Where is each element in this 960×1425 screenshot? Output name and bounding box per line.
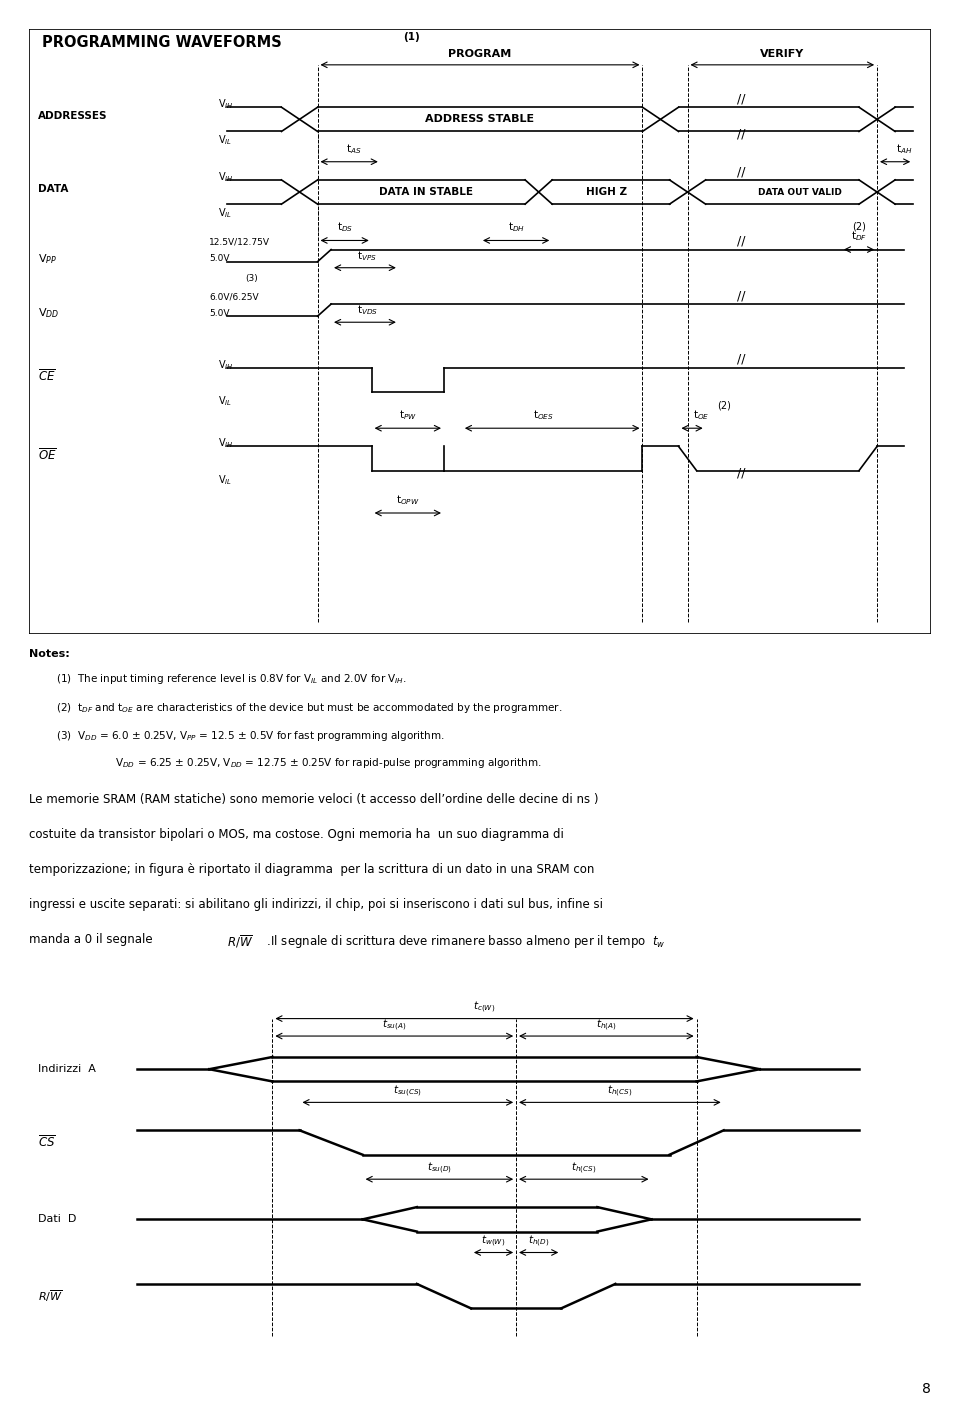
Text: $t_{h(A)}$: $t_{h(A)}$ — [596, 1017, 616, 1033]
Text: $t_{h(CS)}$: $t_{h(CS)}$ — [571, 1160, 596, 1176]
Text: t$_{DH}$: t$_{DH}$ — [508, 221, 524, 234]
Text: //: // — [737, 235, 746, 248]
Text: t$_{OE}$: t$_{OE}$ — [693, 409, 709, 422]
Text: t$_{DF}$: t$_{DF}$ — [851, 229, 867, 244]
Text: $t_{su(A)}$: $t_{su(A)}$ — [382, 1017, 406, 1033]
Text: V$_{IL}$: V$_{IL}$ — [218, 134, 232, 147]
Text: $R/\overline{W}$: $R/\overline{W}$ — [37, 1288, 62, 1304]
Text: V$_{IL}$: V$_{IL}$ — [218, 207, 232, 219]
Text: (3): (3) — [246, 274, 258, 282]
Text: (2): (2) — [717, 400, 731, 410]
Text: Dati  D: Dati D — [37, 1214, 76, 1224]
Text: V$_{IH}$: V$_{IH}$ — [218, 436, 234, 450]
Text: VERIFY: VERIFY — [760, 48, 804, 58]
Text: 5.0V: 5.0V — [209, 255, 229, 264]
Text: ADDRESS STABLE: ADDRESS STABLE — [425, 114, 535, 124]
Text: //: // — [737, 353, 746, 366]
Text: t$_{AS}$: t$_{AS}$ — [346, 142, 361, 155]
Text: //: // — [737, 165, 746, 178]
Text: DATA: DATA — [37, 184, 68, 194]
Text: $\overline{CS}$: $\overline{CS}$ — [37, 1134, 56, 1150]
Text: t$_{DS}$: t$_{DS}$ — [337, 221, 352, 234]
Text: (1): (1) — [403, 31, 420, 41]
Text: ADDRESSES: ADDRESSES — [37, 111, 108, 121]
Text: $t_{h(D)}$: $t_{h(D)}$ — [528, 1234, 549, 1248]
Text: t$_{VDS}$: t$_{VDS}$ — [357, 304, 377, 318]
Text: //: // — [737, 289, 746, 302]
Text: V$_{IH}$: V$_{IH}$ — [218, 170, 234, 184]
Text: Indirizzi  A: Indirizzi A — [37, 1064, 96, 1074]
Text: temporizzazione; in figura è riportato il diagramma  per la scrittura di un dato: temporizzazione; in figura è riportato i… — [29, 864, 594, 876]
Text: (3)  V$_{DD}$ = 6.0 ± 0.25V, V$_{PP}$ = 12.5 ± 0.5V for fast programming algorit: (3) V$_{DD}$ = 6.0 ± 0.25V, V$_{PP}$ = 1… — [56, 730, 444, 744]
Text: $t_{c(W)}$: $t_{c(W)}$ — [473, 1000, 495, 1015]
Text: PROGRAMMING WAVEFORMS: PROGRAMMING WAVEFORMS — [42, 34, 282, 50]
Text: t$_{PW}$: t$_{PW}$ — [398, 409, 417, 422]
Text: (1)  The input timing reference level is 0.8V for V$_{IL}$ and 2.0V for V$_{IH}$: (1) The input timing reference level is … — [56, 671, 407, 685]
Text: V$_{PP}$: V$_{PP}$ — [37, 252, 57, 265]
Text: t$_{AH}$: t$_{AH}$ — [896, 142, 912, 155]
Text: V$_{IL}$: V$_{IL}$ — [218, 395, 232, 408]
Text: $\overline{OE}$: $\overline{OE}$ — [37, 447, 57, 463]
Text: manda a 0 il segnale: manda a 0 il segnale — [29, 933, 160, 946]
Text: V$_{IH}$: V$_{IH}$ — [218, 358, 234, 372]
Text: (2): (2) — [852, 221, 866, 231]
Text: HIGH Z: HIGH Z — [586, 187, 627, 197]
Text: DATA IN STABLE: DATA IN STABLE — [379, 187, 473, 197]
Text: DATA OUT VALID: DATA OUT VALID — [758, 188, 842, 197]
Text: t$_{VPS}$: t$_{VPS}$ — [357, 249, 377, 262]
Text: $R/\overline{W}$: $R/\overline{W}$ — [228, 933, 253, 950]
Text: //: // — [737, 93, 746, 105]
Text: $\overline{CE}$: $\overline{CE}$ — [37, 369, 56, 385]
Text: $t_{su(CS)}$: $t_{su(CS)}$ — [394, 1083, 422, 1099]
Text: V$_{IH}$: V$_{IH}$ — [218, 97, 234, 111]
Text: V$_{DD}$: V$_{DD}$ — [37, 306, 60, 321]
Text: .Il segnale di scrittura deve rimanere basso almeno per il tempo  $t_w$: .Il segnale di scrittura deve rimanere b… — [263, 933, 666, 950]
Text: 6.0V/6.25V: 6.0V/6.25V — [209, 292, 259, 301]
Text: $t_{h(CS)}$: $t_{h(CS)}$ — [607, 1083, 633, 1099]
Text: PROGRAM: PROGRAM — [448, 48, 512, 58]
Text: V$_{DD}$ = 6.25 ± 0.25V, V$_{DD}$ = 12.75 ± 0.25V for rapid-pulse programming al: V$_{DD}$ = 6.25 ± 0.25V, V$_{DD}$ = 12.7… — [92, 755, 541, 770]
Text: Le memorie SRAM (RAM statiche) sono memorie veloci (t accesso dell’ordine delle : Le memorie SRAM (RAM statiche) sono memo… — [29, 792, 598, 807]
Text: V$_{IL}$: V$_{IL}$ — [218, 473, 232, 486]
Text: $t_{su(D)}$: $t_{su(D)}$ — [427, 1160, 452, 1176]
Text: ingressi e uscite separati: si abilitano gli indirizzi, il chip, poi si inserisc: ingressi e uscite separati: si abilitano… — [29, 898, 603, 912]
Text: //: // — [737, 467, 746, 480]
Text: Notes:: Notes: — [29, 650, 69, 660]
Text: //: // — [737, 128, 746, 141]
Text: costuite da transistor bipolari o MOS, ma costose. Ogni memoria ha  un suo diagr: costuite da transistor bipolari o MOS, m… — [29, 828, 564, 841]
Text: 12.5V/12.75V: 12.5V/12.75V — [209, 238, 271, 247]
Text: $t_{w(W)}$: $t_{w(W)}$ — [481, 1234, 506, 1248]
Text: 8: 8 — [923, 1382, 931, 1396]
Text: t$_{OPW}$: t$_{OPW}$ — [396, 493, 420, 507]
Text: (2)  t$_{DF}$ and t$_{OE}$ are characteristics of the device but must be accommo: (2) t$_{DF}$ and t$_{OE}$ are characteri… — [56, 701, 563, 714]
Text: 5.0V: 5.0V — [209, 309, 229, 318]
Text: t$_{OES}$: t$_{OES}$ — [533, 409, 554, 422]
